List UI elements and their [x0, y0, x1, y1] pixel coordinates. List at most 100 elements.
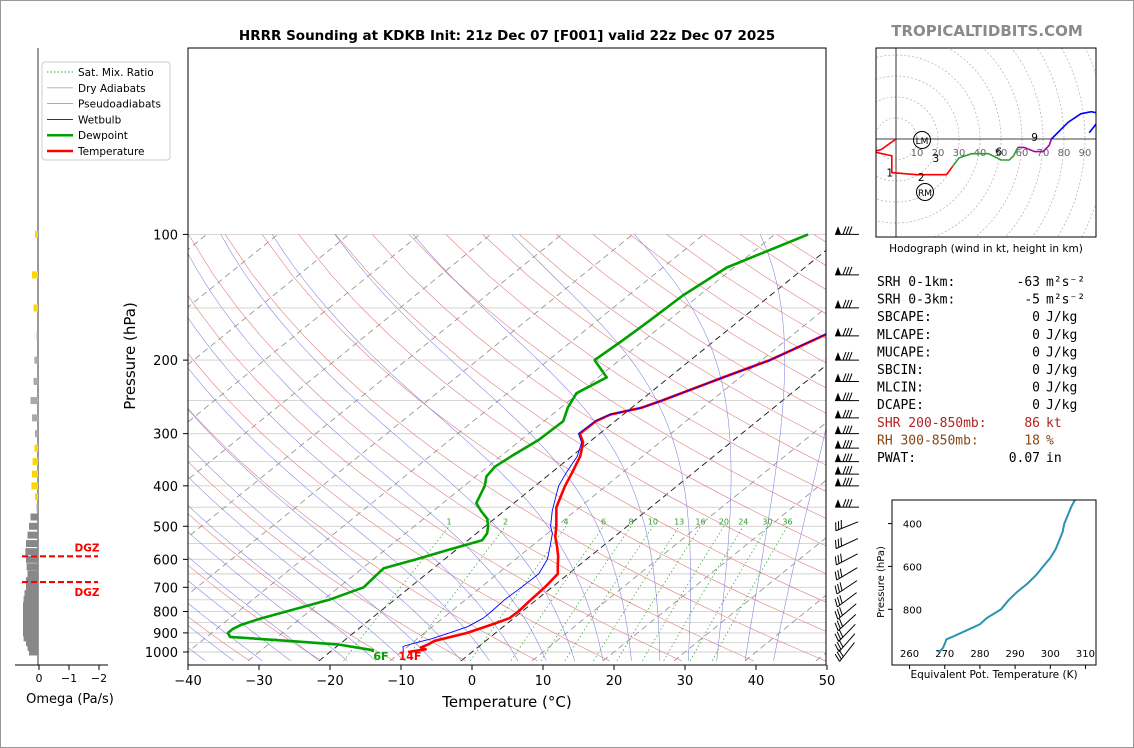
mixing-ratio-label: 24 — [738, 517, 748, 526]
dry-adiabat-line — [556, 234, 826, 414]
wind-barb — [835, 266, 859, 276]
barb-feather — [837, 538, 840, 548]
hodograph-trace — [876, 138, 954, 176]
barb-feather — [836, 620, 841, 629]
omega-bar — [23, 613, 38, 621]
index-unit: in — [1046, 451, 1062, 466]
hodograph-frame — [875, 47, 1097, 238]
index-unit: J/kg — [1046, 310, 1077, 325]
barb-rotated — [835, 519, 859, 532]
isotherm-line — [673, 537, 826, 662]
y-tick-label: 100 — [153, 228, 178, 243]
wind-barb — [835, 373, 859, 382]
index-row: SHR 200-850mb: 86 kt — [877, 416, 1062, 431]
omega-bar — [24, 590, 38, 598]
index-row: SBCAPE: 0 J/kg — [877, 310, 1077, 325]
barb-feather — [835, 522, 837, 531]
isotherm-line — [602, 479, 826, 662]
wind-barb — [834, 633, 856, 653]
barb-flag — [835, 477, 841, 486]
barb-feather — [834, 622, 839, 631]
barb-feather — [845, 425, 850, 434]
barb-staff — [837, 592, 857, 608]
hodograph-background — [876, 48, 1096, 237]
legend-label: Dry Adiabats — [78, 83, 146, 95]
mixing-ratio-line — [564, 526, 654, 661]
omega-bar — [23, 596, 38, 604]
dry-adiabat-line — [482, 234, 826, 466]
legend-box — [41, 61, 171, 161]
omega-bar — [26, 540, 38, 548]
y-tick-label: 800 — [153, 606, 178, 621]
theta-x-tick-label: 280 — [970, 649, 989, 660]
index-value: 0 — [1032, 328, 1040, 343]
theta-x-tick-label: 260 — [900, 649, 919, 660]
mixing-ratio-line — [469, 526, 567, 662]
index-value: 0 — [1032, 363, 1040, 378]
wind-barb — [835, 327, 859, 337]
moist-adiabat-line — [188, 367, 490, 661]
theta-e-panel: 260 270 280 290 300 310 400 600 800 — [888, 500, 1095, 669]
barb-feather — [848, 499, 853, 508]
key-isotherm-line — [460, 364, 826, 662]
wind-barb — [835, 439, 859, 449]
omega-bar — [26, 583, 38, 591]
theta-y-tick-label: 800 — [903, 605, 922, 616]
x-tick-label: 20 — [606, 674, 623, 689]
barb-feather — [842, 453, 847, 462]
right-mover-label: RM — [918, 189, 932, 199]
theta-x-tick-label: 270 — [935, 649, 954, 660]
x-tick-label: −30 — [245, 674, 272, 689]
barb-feather — [837, 583, 841, 593]
barb-flag — [835, 425, 841, 434]
skewt-axes: −40 −30 −20 −10 0 10 20 30 40 50 100 200 300 400 500 60… — [145, 228, 835, 689]
hodograph-height-label: 3 — [933, 153, 940, 165]
dry-adiabat-line — [519, 234, 826, 440]
barb-staff — [837, 603, 857, 620]
barb-feather — [837, 521, 840, 530]
barb-feather — [842, 327, 847, 337]
barb-feather — [839, 568, 843, 578]
mixing-ratio-labels: 1 2 4 6 8 10 13 16 20 24 30 36 — [447, 517, 793, 526]
barb-feather — [838, 629, 844, 638]
hodograph-height-label: 6 — [996, 147, 1003, 159]
barb-feather — [842, 351, 847, 361]
moist-adiabat-line — [271, 234, 604, 661]
dry-adiabat-line — [335, 234, 826, 575]
hodograph-trace — [1050, 110, 1096, 140]
isotherm-line — [188, 234, 491, 481]
omega-bar — [34, 444, 38, 452]
theta-y-tick-label: 400 — [903, 520, 922, 531]
moist-adiabat-line — [188, 556, 320, 662]
index-unit: m²s⁻² — [1046, 275, 1085, 290]
mixing-ratio-label: 30 — [762, 517, 772, 526]
hodograph-ring-label: 60 — [1016, 148, 1029, 159]
barb-flag — [835, 266, 841, 275]
hodograph-ring-label: 70 — [1037, 148, 1050, 159]
moist-adiabat-line — [220, 234, 575, 661]
barb-rotated — [834, 623, 856, 642]
chart-title: HRRR Sounding at KDKB Init: 21z Dec 07 [… — [239, 28, 775, 44]
barb-rotated — [834, 580, 858, 595]
wind-barb — [834, 553, 858, 566]
barb-feather — [845, 299, 850, 309]
barb-rotated — [834, 642, 855, 662]
legend-label: Sat. Mix. Ratio — [78, 67, 154, 79]
barb-feather — [839, 582, 843, 591]
theta-plot — [937, 500, 1076, 653]
barb-feather — [838, 639, 844, 648]
barb-rotated — [834, 553, 858, 566]
omega-bar — [26, 639, 38, 647]
barb-flag — [835, 499, 841, 508]
barb-feather — [845, 465, 850, 475]
index-label: SBCAPE: — [877, 310, 932, 325]
barb-staff — [836, 580, 858, 595]
barb-feather — [848, 373, 853, 382]
dgz-label: DGZ — [75, 542, 100, 554]
hodograph-ring-label: 50 — [995, 148, 1008, 159]
index-label: MLCAPE: — [877, 328, 932, 343]
isotherm-line — [188, 234, 349, 366]
omega-bar — [32, 414, 38, 422]
wetbulb-profile — [402, 333, 826, 653]
barb-feather — [834, 585, 838, 595]
